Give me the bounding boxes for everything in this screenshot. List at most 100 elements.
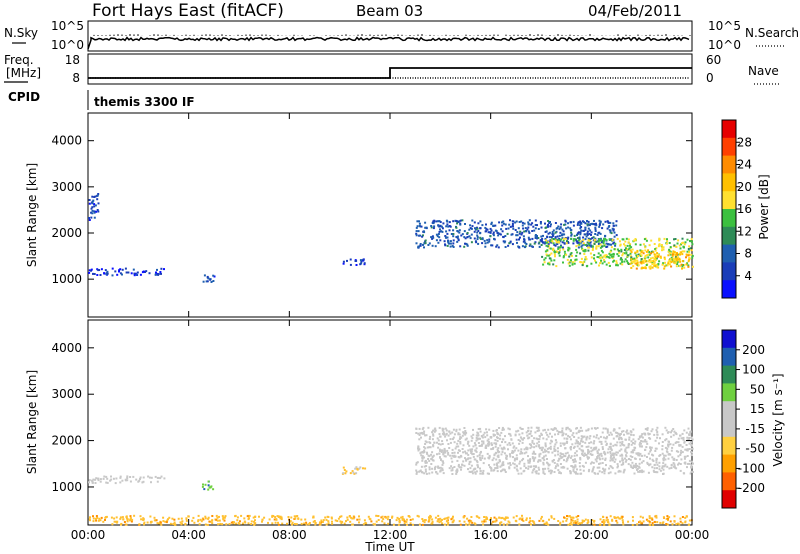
range-cell — [525, 431, 528, 434]
range-cell — [340, 515, 343, 518]
range-cell — [569, 523, 572, 525]
range-cell — [423, 449, 426, 452]
sky-left-label: N.Sky — [4, 26, 38, 40]
range-cell — [524, 246, 526, 249]
range-cell — [593, 254, 596, 257]
range-cell — [479, 456, 481, 459]
range-cell — [642, 460, 645, 463]
range-cell — [432, 429, 435, 432]
range-cell — [480, 444, 483, 447]
range-cell — [609, 471, 612, 474]
range-cell — [616, 237, 619, 240]
range-cell — [522, 227, 525, 230]
range-cell — [574, 452, 577, 455]
range-cell — [540, 226, 543, 229]
range-cell — [594, 226, 597, 229]
range-cell — [687, 427, 690, 430]
range-cell — [625, 237, 628, 240]
range-cell — [570, 259, 572, 262]
range-cell — [658, 465, 661, 468]
range-cell — [574, 520, 577, 523]
range-cell — [624, 247, 627, 250]
colorbar-tick-label: -200 — [738, 481, 765, 495]
range-cell — [483, 520, 486, 523]
sky-right-label: N.Search — [745, 26, 799, 40]
range-cell — [649, 457, 651, 460]
range-cell — [531, 439, 534, 442]
x-tick-label: 00:00 — [71, 528, 106, 542]
range-cell — [657, 254, 660, 256]
range-cell — [362, 258, 365, 261]
range-cell — [575, 432, 578, 435]
range-cell — [604, 437, 607, 440]
range-cell — [655, 457, 658, 460]
range-cell — [356, 467, 359, 470]
range-cell — [576, 472, 579, 475]
range-cell — [96, 209, 99, 211]
range-cell — [547, 435, 550, 438]
range-cell — [314, 522, 317, 524]
range-cell — [320, 519, 323, 522]
range-cell — [651, 522, 654, 525]
range-cell — [575, 258, 578, 261]
range-cell — [113, 517, 116, 520]
range-cell — [580, 222, 583, 225]
range-cell — [592, 236, 595, 239]
range-cell — [679, 469, 682, 472]
range-cell — [534, 224, 537, 226]
range-cell — [639, 470, 641, 472]
range-cell — [542, 429, 545, 432]
range-cell — [479, 472, 482, 475]
range-cell — [620, 463, 623, 466]
range-cell — [629, 252, 632, 255]
range-cell — [621, 254, 624, 257]
range-cell — [667, 262, 670, 265]
range-cell — [468, 228, 471, 231]
range-cell — [106, 477, 109, 480]
range-cell — [636, 262, 639, 264]
x-tick-label: 04:00 — [171, 528, 206, 542]
range-cell — [502, 240, 505, 243]
range-cell — [451, 460, 454, 463]
range-cell — [345, 520, 347, 523]
range-cell — [642, 262, 645, 264]
range-cell — [654, 256, 657, 259]
range-cell — [550, 469, 553, 472]
power-colorbar-label: Power [dB] — [757, 174, 771, 239]
range-cell — [520, 472, 523, 475]
range-cell — [599, 435, 602, 438]
range-cell — [424, 470, 427, 473]
range-cell — [180, 517, 183, 520]
range-cell — [556, 463, 559, 466]
range-cell — [597, 454, 600, 457]
range-cell — [554, 244, 557, 247]
range-cell — [626, 254, 629, 257]
range-cell — [565, 242, 568, 245]
range-cell — [470, 435, 473, 438]
range-cell — [606, 435, 609, 438]
range-cell — [153, 519, 156, 522]
range-cell — [554, 231, 557, 234]
range-cell — [523, 222, 526, 225]
range-cell — [506, 232, 509, 235]
range-cell — [527, 467, 530, 470]
range-cell — [575, 245, 578, 248]
range-cell — [428, 517, 431, 520]
range-cell — [439, 221, 442, 223]
range-cell — [660, 257, 662, 259]
range-cell — [602, 467, 604, 470]
range-cell — [549, 469, 552, 472]
range-cell — [608, 434, 611, 436]
range-cell — [492, 429, 495, 432]
range-cell — [647, 260, 650, 263]
range-cell — [561, 429, 564, 432]
range-cell — [465, 437, 468, 440]
range-cell — [666, 240, 669, 243]
range-cell — [612, 255, 615, 258]
range-cell — [473, 230, 476, 233]
range-cell — [518, 433, 521, 436]
freq-panel: Freq. [MHz] 18 8 60 0 Nave — [4, 53, 780, 85]
range-cell — [163, 477, 166, 480]
range-cell — [562, 520, 565, 523]
range-cell — [215, 514, 218, 517]
